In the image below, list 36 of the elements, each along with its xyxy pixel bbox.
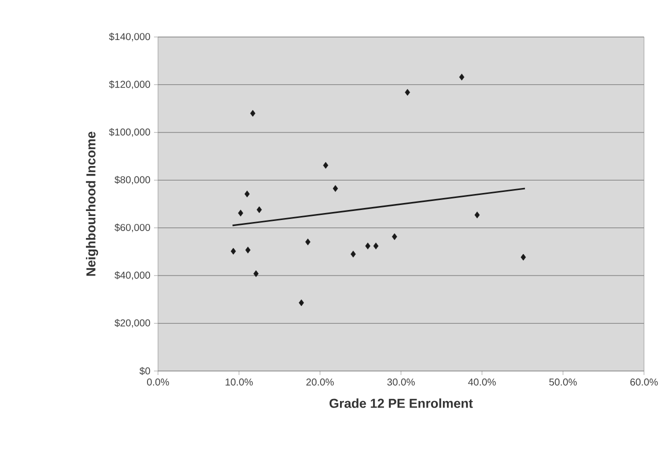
point — [256, 206, 262, 214]
point — [253, 270, 259, 278]
y-tick-label: $100,000 — [109, 128, 150, 137]
y-tick-label: $80,000 — [114, 176, 150, 184]
point — [323, 162, 328, 169]
point — [332, 185, 338, 192]
y-axis-title: Neighbourhood Income — [86, 132, 98, 276]
x-tick-label: 40.0% — [468, 378, 496, 386]
point — [373, 242, 378, 250]
y-tick-label: $140,000 — [109, 32, 150, 42]
x-tick-label: 50.0% — [549, 378, 577, 386]
point — [404, 88, 410, 96]
x-axis-title: Grade 12 PE Enrolment — [330, 398, 473, 408]
y-tick-label: $20,000 — [114, 318, 150, 328]
point — [250, 110, 256, 117]
x-tick-label: 60.0% — [630, 378, 658, 386]
point — [392, 233, 398, 240]
y-tick-label: $40,000 — [114, 271, 150, 280]
y-tick-label: $120,000 — [109, 80, 150, 90]
x-tick-label: 20.0% — [306, 378, 334, 386]
point — [474, 212, 480, 218]
point — [238, 210, 244, 216]
y-tick-label: $60,000 — [114, 224, 150, 232]
x-tick-label: 10.0% — [226, 378, 253, 386]
point — [520, 254, 526, 261]
point — [245, 246, 251, 254]
point — [459, 74, 464, 80]
point — [365, 242, 370, 250]
point — [305, 238, 310, 246]
x-tick-label: 0.0% — [147, 378, 170, 386]
x-tick-label: 30.0% — [387, 378, 415, 386]
point — [244, 190, 250, 198]
point — [298, 299, 304, 306]
point — [230, 248, 236, 255]
y-tick-label: $0 — [140, 366, 150, 376]
point — [350, 250, 356, 258]
